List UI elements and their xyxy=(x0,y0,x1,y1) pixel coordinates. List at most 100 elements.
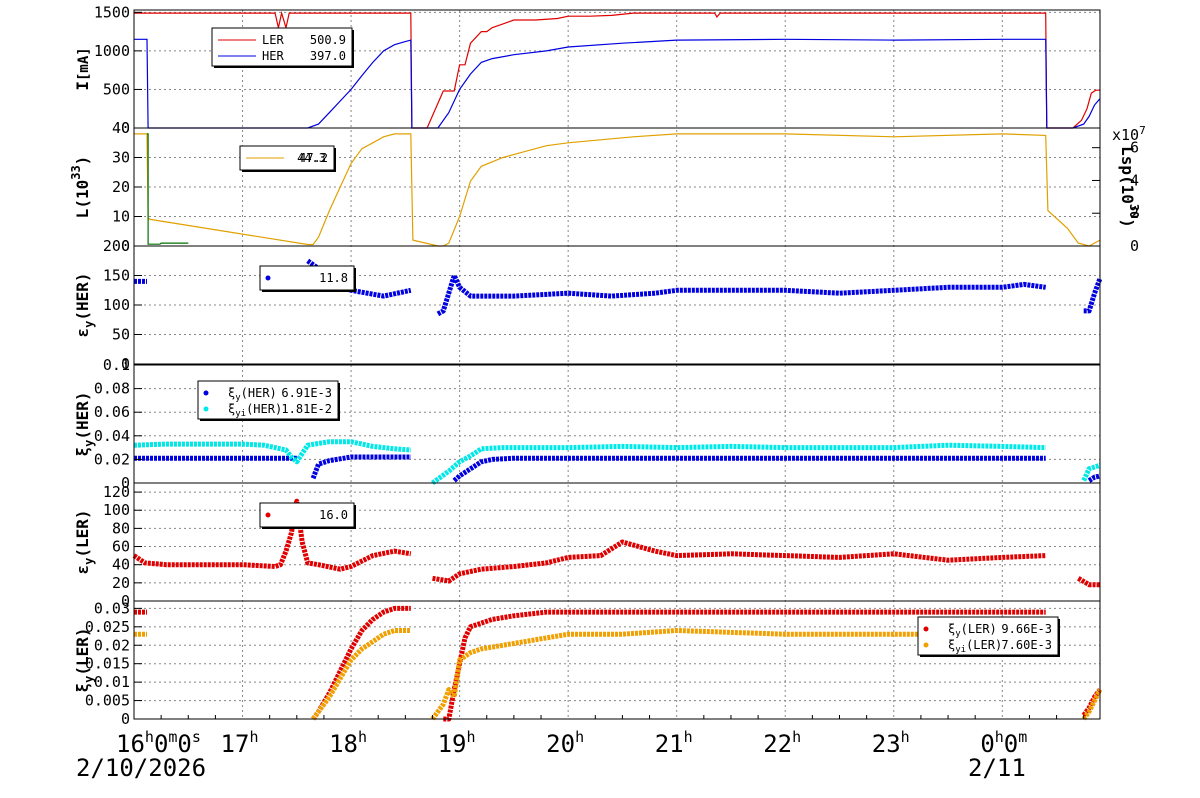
y-right-tick-label: 0 xyxy=(1130,237,1139,255)
legend-label: HER xyxy=(262,49,284,63)
x-axis: 2/10/2026 2/11 16h0m0s 17h 18h 19h 20h 21h 22h… xyxy=(76,728,1027,782)
x-tick-label: 21h xyxy=(655,728,693,758)
legend-label: ξyi(LER) xyxy=(948,638,1002,655)
y-tick-label: 40 xyxy=(112,119,130,137)
y-tick-label: 100 xyxy=(103,296,130,314)
y-tick-label: 30 xyxy=(112,149,130,167)
series-points xyxy=(452,455,1046,483)
series-points xyxy=(430,628,1046,721)
y-tick-label: 0.08 xyxy=(94,380,130,398)
legend-box xyxy=(259,265,355,291)
series-points xyxy=(311,605,411,721)
y-axis-label: I[mA] xyxy=(73,47,92,90)
y-tick-label: 0.015 xyxy=(85,655,130,673)
legend-box xyxy=(211,27,353,67)
tick-layer: 050010001500010203040024605010015020000.… xyxy=(85,3,1139,728)
y-right-tick-label: 2 xyxy=(1130,204,1139,222)
series-line xyxy=(134,38,1101,129)
series-points xyxy=(432,539,1046,584)
x-tick-label: 18h xyxy=(329,728,367,758)
series-points xyxy=(1087,473,1101,483)
x-tick-label: 19h xyxy=(438,728,476,758)
y-tick-label: 500 xyxy=(103,80,130,98)
y-tick-label: 0 xyxy=(121,592,130,610)
legend-value: 9.66E-3 xyxy=(1001,622,1052,636)
y-tick-label: 0.03 xyxy=(94,599,130,617)
x-tick-label: 0h0m xyxy=(980,728,1027,758)
legend-layer: LER 500.9 HER 397.0 44.347.2 11.8 ξy(HER) 6.91E… xyxy=(197,27,1060,657)
legend-box xyxy=(259,502,355,528)
y-tick-label: 0 xyxy=(121,119,130,137)
series-layer xyxy=(132,10,1103,722)
legend-swatch xyxy=(923,626,929,632)
legend-value: 6.91E-3 xyxy=(281,386,332,400)
legend-swatch xyxy=(203,406,209,412)
series-line xyxy=(134,10,1100,129)
y-right-tick-label: 6 xyxy=(1130,139,1139,157)
panel-frame xyxy=(133,600,1101,720)
series-points xyxy=(1081,688,1103,721)
legend-swatch xyxy=(265,275,271,281)
legend-label: ξyi(HER) xyxy=(228,402,282,419)
y-tick-label: 200 xyxy=(103,237,130,255)
legend-value: 16.0 xyxy=(319,508,348,522)
y-tick-label: 0.06 xyxy=(94,403,130,421)
y-tick-label: 60 xyxy=(112,538,130,556)
x-tick-label: 22h xyxy=(763,728,801,758)
series-points xyxy=(133,439,411,465)
y-tick-label: 0 xyxy=(121,474,130,492)
legend-value: 47.2 xyxy=(299,151,328,165)
y-axis-label: εy(LER) xyxy=(73,509,96,574)
y-tick-label: 0 xyxy=(121,355,130,373)
y-tick-label: 20 xyxy=(112,574,130,592)
x-date-start: 2/10/2026 xyxy=(76,754,206,782)
y-axis-label: ξy(HER) xyxy=(73,391,96,456)
y-tick-label: 100 xyxy=(103,501,130,519)
y-tick-label: 40 xyxy=(112,556,130,574)
series-line xyxy=(134,133,1101,247)
x-date-end: 2/11 xyxy=(968,754,1026,782)
y-axis-label: L(1033) xyxy=(69,156,92,219)
x-tick-label: 17h xyxy=(221,728,259,758)
y-tick-label: 1500 xyxy=(94,3,130,21)
series-points xyxy=(311,628,411,721)
legend-value: 11.8 xyxy=(319,271,348,285)
legend-swatch xyxy=(265,512,271,518)
legend-label: LER xyxy=(262,33,284,47)
legend-box xyxy=(197,380,339,420)
series-points xyxy=(310,454,411,480)
x-tick-label: 23h xyxy=(872,728,910,758)
series-points xyxy=(1081,462,1101,482)
legend-label: ξy(LER) xyxy=(948,622,997,639)
y-tick-label: 0 xyxy=(121,237,130,255)
legend-value: 397.0 xyxy=(310,49,346,63)
y-tick-label: 0.005 xyxy=(85,692,130,710)
series-points xyxy=(436,273,1047,317)
y-axis-label: εy(HER) xyxy=(73,272,96,337)
legend-swatch xyxy=(203,390,209,396)
y-tick-label: 80 xyxy=(112,519,130,537)
y-right-multiplier: x107 xyxy=(1112,124,1146,144)
series-points xyxy=(1083,277,1103,314)
legend-swatch xyxy=(923,642,929,648)
legend-value: 44.3 xyxy=(297,151,326,165)
x-tick-label: 20h xyxy=(546,728,584,758)
y-tick-label: 0.01 xyxy=(94,673,130,691)
y-tick-label: 0.04 xyxy=(94,427,130,445)
legend-value: 1.81E-2 xyxy=(281,402,332,416)
legend-label: ξy(HER) xyxy=(228,386,277,403)
y-tick-label: 0 xyxy=(121,710,130,728)
y-tick-label: 0.02 xyxy=(94,636,130,654)
legend-value: 500.9 xyxy=(310,33,346,47)
y-tick-label: 10 xyxy=(112,208,130,226)
legend-value: 7.60E-3 xyxy=(1001,638,1052,652)
y-tick-label: 0.025 xyxy=(85,618,130,636)
series-line xyxy=(147,133,189,245)
y-right-axis-label: Lsp(1030) xyxy=(1118,146,1141,228)
y-tick-label: 50 xyxy=(112,326,130,344)
y-right-tick-label: 4 xyxy=(1130,171,1139,189)
series-points xyxy=(431,442,1046,486)
legend-box xyxy=(917,616,1059,656)
